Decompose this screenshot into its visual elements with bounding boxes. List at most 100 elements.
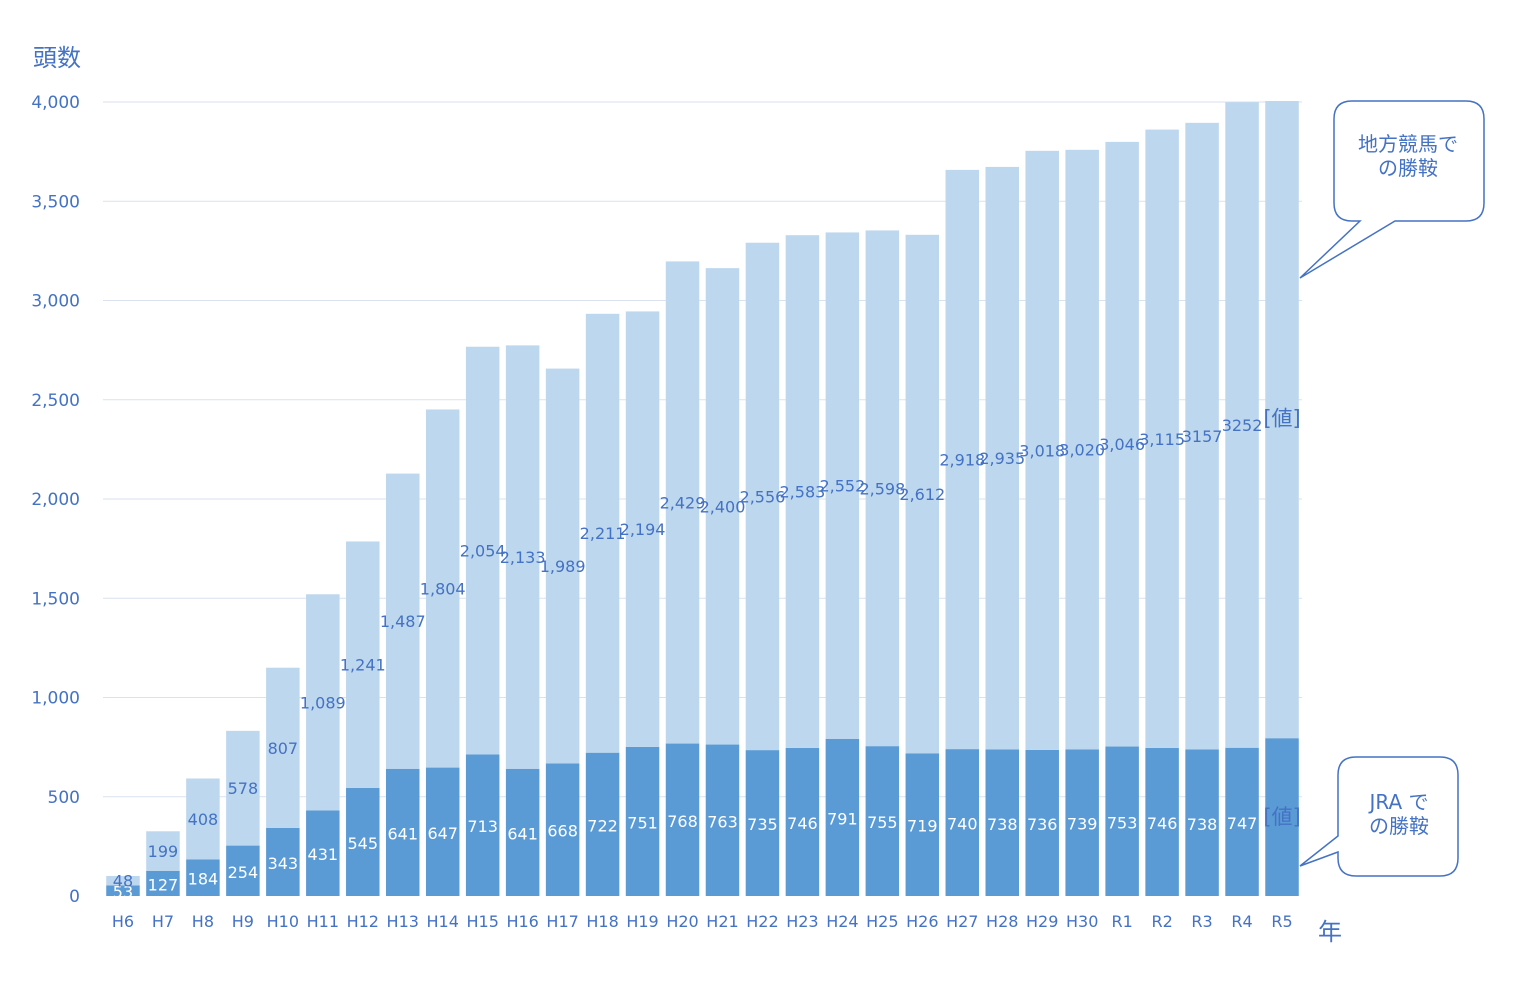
x-tick-label: H20 <box>666 912 698 931</box>
bar-jra <box>386 768 420 896</box>
x-tick-label: H18 <box>586 912 618 931</box>
data-label-chihou: 1,487 <box>380 612 426 631</box>
bar-jra <box>266 827 300 896</box>
bar-chihou <box>745 242 780 751</box>
bar-jra <box>1145 747 1179 896</box>
bar-chihou <box>1225 102 1259 748</box>
data-label-jra: 127 <box>148 875 179 894</box>
callout-text-jra: JRA で の勝鞍 <box>1340 790 1458 838</box>
data-label-jra: 736 <box>1027 815 1058 834</box>
data-label-chihou: 3,020 <box>1059 441 1105 460</box>
x-tick-label: R2 <box>1151 912 1172 931</box>
data-label-chihou: 2,935 <box>979 449 1025 468</box>
bar-jra <box>585 752 620 896</box>
bar-jra <box>945 749 980 896</box>
data-label-chihou: 48 <box>113 872 133 891</box>
bar-jra <box>465 754 500 896</box>
y-tick-label: 3,500 <box>31 192 80 212</box>
bar-jra <box>1265 738 1299 896</box>
bar-chihou <box>545 368 580 764</box>
x-tick-label: R5 <box>1271 912 1292 931</box>
bar-jra <box>825 738 860 896</box>
y-tick-labels: 0 500 1,000 1,500 2,000 2,500 3,000 3,500 4,000 <box>31 93 80 907</box>
data-label-jra: 343 <box>268 854 299 873</box>
data-label-jra: 735 <box>747 815 778 834</box>
data-label-jra: 738 <box>987 815 1018 834</box>
bar-jra <box>1065 749 1099 896</box>
data-label-chihou: 199 <box>148 842 179 861</box>
bar-chihou <box>465 346 500 755</box>
bar-chihou <box>1025 150 1059 750</box>
bar-chihou <box>106 875 140 886</box>
x-tick-label: H28 <box>986 912 1018 931</box>
bar-chihou <box>425 409 460 768</box>
bar-chihou <box>1145 129 1179 748</box>
bar-chihou <box>266 667 300 828</box>
bar-jra <box>106 885 140 896</box>
x-tick-label: H14 <box>427 912 459 931</box>
data-label-jra: 641 <box>387 824 418 843</box>
x-tick-label: H13 <box>387 912 419 931</box>
bar-chihou <box>705 268 740 745</box>
data-label-chihou: 807 <box>268 739 299 758</box>
callout-bubble-jra <box>1299 756 1459 877</box>
bar-chihou <box>665 261 700 744</box>
data-label-jra: 668 <box>547 822 578 841</box>
bar-chihou <box>625 311 660 747</box>
data-label-jra: 53 <box>113 883 133 902</box>
data-label-jra: 713 <box>467 817 498 836</box>
data-label-jra: 431 <box>308 845 339 864</box>
data-label-chihou: 3,018 <box>1019 441 1065 460</box>
bar-jra <box>306 810 340 896</box>
data-label-chihou: 1,804 <box>420 580 466 599</box>
x-tick-label: H24 <box>826 912 858 931</box>
data-label-chihou: 1,241 <box>340 656 386 675</box>
y-tick-label: 0 <box>69 887 80 907</box>
data-label-chihou: 2,429 <box>660 493 706 512</box>
data-label-chihou: 3,115 <box>1139 430 1185 449</box>
data-label-jra: 184 <box>188 870 219 889</box>
y-axis-title: 頭数 <box>33 44 81 72</box>
bar-chihou <box>505 345 540 769</box>
data-label-jra: 641 <box>507 824 538 843</box>
data-label-jra: 791 <box>827 809 858 828</box>
bar-chihou <box>785 235 820 748</box>
x-tick-label: R3 <box>1191 912 1212 931</box>
x-tick-label: H8 <box>192 912 214 931</box>
x-tick-label: H27 <box>946 912 978 931</box>
data-label-chihou: 2,194 <box>620 520 666 539</box>
y-tick-label: 2,000 <box>31 490 80 510</box>
data-label-chihou: 2,552 <box>819 477 865 496</box>
bar-chihou <box>905 234 940 754</box>
gridlines <box>103 101 1302 798</box>
data-label-jra: 719 <box>907 817 938 836</box>
bar-jra <box>346 787 380 896</box>
bars <box>106 101 1299 896</box>
data-label-jra: 746 <box>787 814 818 833</box>
bar-chihou <box>186 778 220 860</box>
data-label-jra: 768 <box>667 812 698 831</box>
data-label-chihou: 1,089 <box>300 693 346 712</box>
x-tick-label: H21 <box>706 912 738 931</box>
data-label-chihou: 2,918 <box>939 450 985 469</box>
data-label-jra: 738 <box>1187 815 1218 834</box>
x-tick-label: H19 <box>626 912 658 931</box>
x-tick-label: H7 <box>152 912 174 931</box>
data-label-chihou: 3,046 <box>1099 435 1145 454</box>
bar-jra <box>1025 749 1059 896</box>
data-label-chihou: 408 <box>188 810 219 829</box>
bar-jra <box>1105 746 1139 896</box>
x-tick-label: H11 <box>307 912 339 931</box>
data-label-chihou: 1,989 <box>540 557 586 576</box>
bar-jra <box>1185 749 1219 896</box>
bar-chihou <box>865 230 900 747</box>
bar-jra <box>745 750 780 896</box>
bar-jra <box>226 845 260 896</box>
bar-jra <box>186 859 220 896</box>
y-tick-label: 500 <box>48 788 80 808</box>
x-tick-label: H9 <box>232 912 254 931</box>
data-label-chihou: 2,054 <box>460 542 506 561</box>
data-label-chihou: 578 <box>228 779 259 798</box>
